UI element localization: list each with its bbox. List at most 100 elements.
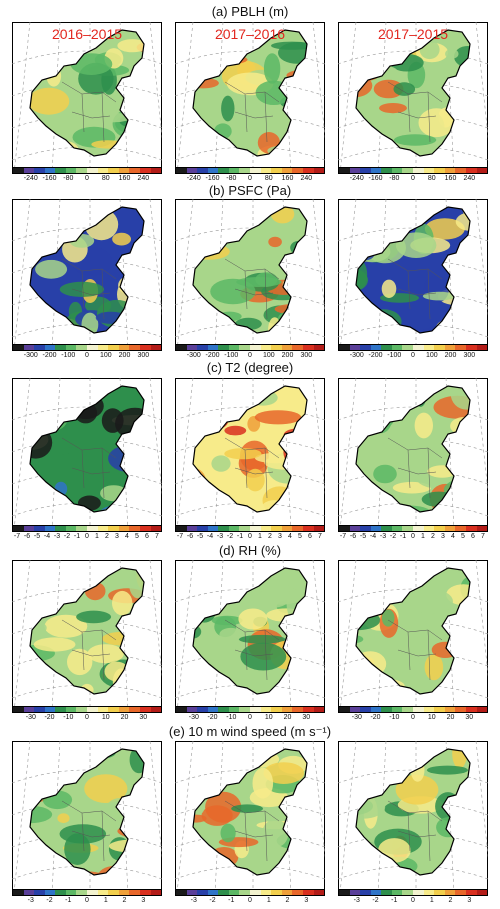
colorbar-swatch xyxy=(218,707,229,712)
colorbar-tick-label: -200 xyxy=(205,352,220,359)
colorbar-swatch xyxy=(13,526,24,531)
colorbar-swatch xyxy=(339,345,350,350)
graticule-line xyxy=(149,199,162,316)
graticule-line xyxy=(13,741,31,893)
colorbar-strip xyxy=(175,889,325,896)
colorbar-swatch xyxy=(186,890,198,895)
colorbar-tick-label: 2 xyxy=(268,533,272,540)
graticule-line xyxy=(176,741,194,893)
colorbar-swatch xyxy=(313,526,325,531)
country-boundary xyxy=(355,29,471,157)
graticule-line xyxy=(338,620,488,635)
colorbar: -300 -200 -100 0 100 200 300 xyxy=(338,344,488,362)
colorbar-tick-label: -100 xyxy=(387,352,402,359)
graticule-line xyxy=(338,502,488,517)
map-panel xyxy=(338,741,488,893)
colorbar-tick-label: 0 xyxy=(85,352,89,359)
colorbar-swatch xyxy=(402,345,414,350)
province-boundary xyxy=(387,619,443,681)
colorbar: -30 -20 -10 0 10 20 30 xyxy=(175,706,325,724)
colorbar-tick-label: 3 xyxy=(141,897,146,904)
colorbar-swatch xyxy=(65,168,77,173)
colorbar-tick-label: -240 xyxy=(349,175,364,182)
colorbar-tick-label: -6 xyxy=(23,533,31,540)
graticule-line xyxy=(51,199,61,351)
graticule-line xyxy=(338,406,488,421)
colorbar-tick-label: 6 xyxy=(308,533,312,540)
map-panel xyxy=(175,378,325,530)
colorbar-tick-label: -1 xyxy=(65,897,72,904)
graticule-line xyxy=(338,291,488,306)
colorbar-swatch xyxy=(87,168,98,173)
graticule-line xyxy=(338,652,488,667)
colorbar-swatch xyxy=(44,168,56,173)
country-boundary xyxy=(192,385,308,513)
colorbar-swatch xyxy=(444,526,456,531)
colorbar-swatch xyxy=(349,345,361,350)
colorbar-tick-label: 3 xyxy=(115,533,119,540)
colorbar-swatch xyxy=(76,168,88,173)
colorbar-swatch xyxy=(76,345,88,350)
colorbar-tick-label: 4 xyxy=(125,533,129,540)
colorbar-swatch xyxy=(434,168,445,173)
country-boundary xyxy=(355,385,471,513)
colorbar-tick-label: 240 xyxy=(300,175,313,182)
colorbar-swatch xyxy=(218,168,229,173)
country-boundary xyxy=(192,748,308,876)
colorbar-strip xyxy=(338,344,488,351)
graticule-line xyxy=(149,741,162,858)
colorbar: -7 -6 -5 -4 -3 -2 -1 0 1 2 3 4 5 6 7 xyxy=(175,525,325,543)
colorbar-swatch xyxy=(271,707,282,712)
row-title: (a) PBLH (m) xyxy=(0,4,500,19)
graticule-line xyxy=(12,438,162,453)
colorbar-swatch xyxy=(465,168,477,173)
colorbar-swatch xyxy=(207,168,219,173)
colorbar: -7 -6 -5 -4 -3 -2 -1 0 1 2 3 4 5 6 7 xyxy=(12,525,162,543)
colorbar-swatch xyxy=(444,345,456,350)
colorbar-swatch xyxy=(55,168,66,173)
colorbar-swatch xyxy=(23,890,35,895)
colorbar-swatch xyxy=(87,526,98,531)
colorbar-swatch xyxy=(239,345,251,350)
colorbar-tick-label: 0 xyxy=(411,175,415,182)
colorbar-tick-label: -2 xyxy=(389,533,397,540)
row-title-prefix: (d) xyxy=(218,543,235,558)
colorbar-strip xyxy=(12,344,162,351)
colorbar-tick-label: 30 xyxy=(465,714,474,721)
colorbar-swatch xyxy=(260,526,272,531)
graticule-line xyxy=(13,22,31,174)
map-panel xyxy=(338,22,488,174)
colorbar-ticks: -3 -2 -1 0 1 2 3 xyxy=(12,896,162,906)
colorbar-tick-label: 3 xyxy=(467,897,472,904)
colorbar-swatch xyxy=(434,707,445,712)
colorbar-swatch xyxy=(281,168,293,173)
colorbar-tick-label: 1 xyxy=(421,533,425,540)
graticule-line xyxy=(338,865,488,880)
colorbar-swatch xyxy=(97,526,109,531)
colorbar-swatch xyxy=(34,526,45,531)
colorbar-tick-label: -1 xyxy=(391,897,398,904)
colorbar-tick-label: 4 xyxy=(288,533,292,540)
graticule-line xyxy=(12,801,162,816)
colorbar-swatch xyxy=(349,526,361,531)
column-label: 2016–2015 xyxy=(51,26,123,42)
colorbar-swatch xyxy=(455,168,466,173)
colorbar-swatch xyxy=(381,526,392,531)
colorbar-swatch xyxy=(55,890,66,895)
colorbar-swatch xyxy=(302,345,314,350)
graticule-line xyxy=(475,199,488,316)
province-boundary xyxy=(61,437,117,499)
graticule-line xyxy=(312,378,325,495)
colorbar: -3 -2 -1 0 1 2 3 xyxy=(12,889,162,907)
colorbar-tick-label: 0 xyxy=(248,714,252,721)
graticule-line xyxy=(12,114,162,129)
column-label: 2017–2016 xyxy=(214,26,286,42)
colorbar-swatch xyxy=(76,526,88,531)
colorbar-swatch xyxy=(444,707,456,712)
colorbar-swatch xyxy=(292,707,303,712)
colorbar-swatch xyxy=(197,526,208,531)
row-title-prefix: (c) xyxy=(206,360,222,375)
colorbar-tick-label: -3 xyxy=(190,897,197,904)
colorbar-tick-label: 0 xyxy=(85,175,89,182)
colorbar-swatch xyxy=(76,890,88,895)
